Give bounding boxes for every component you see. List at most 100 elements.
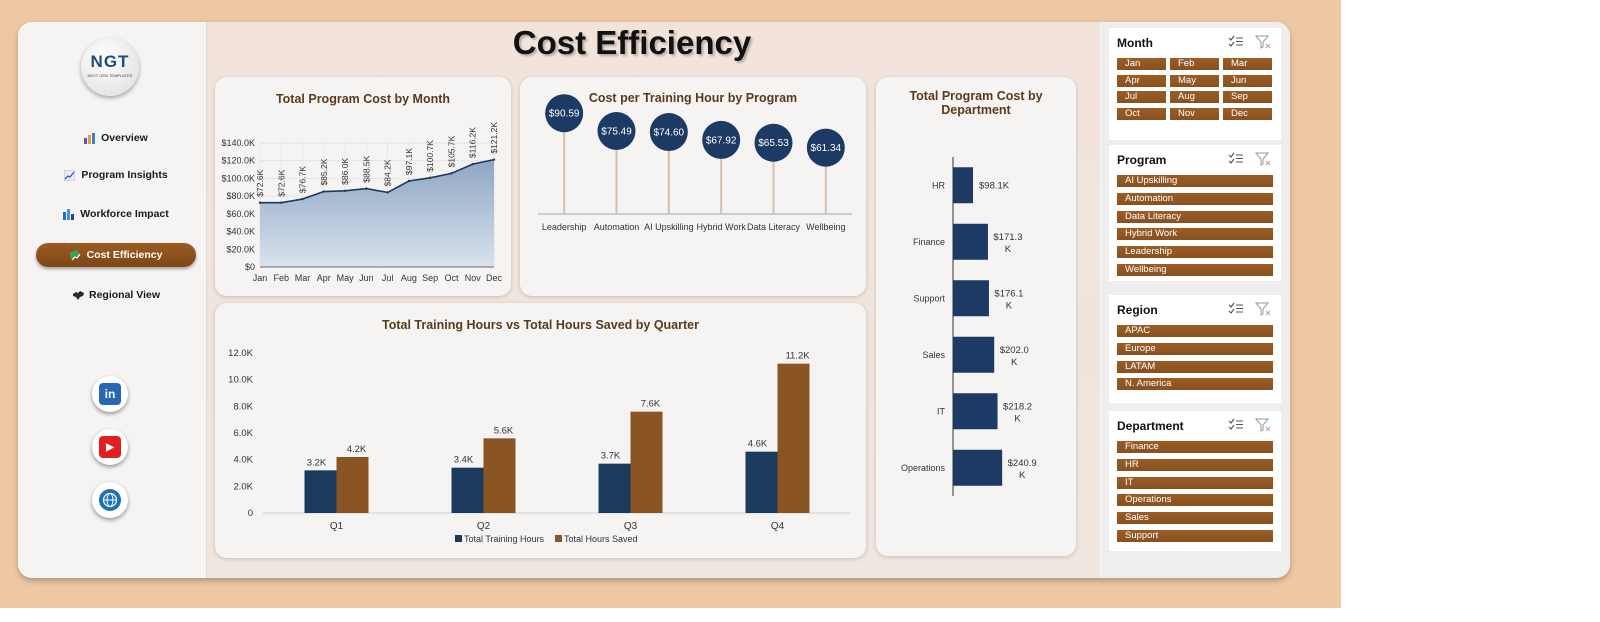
data-label: $74.60 xyxy=(654,128,685,139)
nav-workforce-impact[interactable]: Workforce Impact xyxy=(36,202,196,226)
x-tick-label: Q1 xyxy=(330,521,344,532)
area-point xyxy=(407,179,411,183)
world-map-icon xyxy=(72,290,84,301)
data-label: 7.6K xyxy=(641,399,661,410)
slicer-item[interactable]: Nov xyxy=(1170,107,1219,120)
slicer-item[interactable]: Automation xyxy=(1117,192,1273,205)
multi-select-icon[interactable] xyxy=(1228,302,1243,319)
y-tick-label: 6.0K xyxy=(233,428,253,439)
website-button[interactable] xyxy=(92,482,128,518)
data-label: $218.2 xyxy=(1003,401,1032,412)
slicer-item[interactable]: Mar xyxy=(1223,58,1272,70)
slicer-department: Department Finance HR IT Operations Sales Supp… xyxy=(1109,411,1281,551)
slicer-item[interactable]: Jul xyxy=(1117,91,1166,103)
y-tick-label: $40.0K xyxy=(226,227,255,237)
dashboard-frame: NGT NEXT GEN TEMPLATES Overview Program … xyxy=(18,22,1290,578)
slicer-item[interactable]: APAC xyxy=(1117,325,1273,337)
slicer-item[interactable]: LATAM xyxy=(1117,360,1273,373)
slicer-item[interactable]: Apr xyxy=(1117,74,1166,87)
bar xyxy=(777,363,810,513)
slicer-item[interactable]: May xyxy=(1170,74,1219,87)
lollipop-head xyxy=(649,113,688,152)
slicer-item[interactable]: Wellbeing xyxy=(1117,264,1273,276)
slicer-item[interactable]: Jun xyxy=(1223,74,1272,87)
area-point xyxy=(365,187,368,190)
slicer-tools xyxy=(1228,418,1271,435)
x-tick-label: AI Upskilling xyxy=(644,222,694,232)
data-label: K xyxy=(1005,244,1012,255)
bar xyxy=(304,470,337,513)
x-tick-label: Sep xyxy=(422,273,438,283)
slicer-item[interactable]: Hybrid Work xyxy=(1117,228,1273,241)
slicer-title: Department xyxy=(1117,419,1184,433)
data-label: $84.2K xyxy=(383,159,393,186)
legend-swatch xyxy=(555,535,562,542)
x-tick-label: Q4 xyxy=(771,521,785,532)
money-chart-icon xyxy=(68,249,81,261)
area-point xyxy=(258,201,262,204)
x-tick-label: Oct xyxy=(444,273,459,283)
slicer-month: Month Jan Feb Mar Apr May Jun Jul Aug Sep Oct Nov De… xyxy=(1109,28,1281,140)
chart-title: Total Program Cost by Month xyxy=(275,92,451,106)
data-label: $105.7K xyxy=(446,135,456,167)
slicer-item[interactable]: Aug xyxy=(1170,91,1219,103)
slicer-item[interactable]: Jan xyxy=(1117,58,1166,70)
slicer-title: Month xyxy=(1117,36,1153,50)
multi-select-icon[interactable] xyxy=(1228,35,1243,52)
slicer-program: Program AI Upskilling Automation Data Liter… xyxy=(1109,145,1281,281)
slicer-item[interactable]: N. America xyxy=(1117,378,1273,391)
chart-title: Total Training Hours vs Total Hours Save… xyxy=(382,318,699,332)
x-tick-label: Aug xyxy=(401,273,417,283)
data-label: $121.2K xyxy=(489,122,499,154)
y-tick-label: Support xyxy=(913,293,945,303)
slicer-item[interactable]: Data Literacy xyxy=(1117,210,1273,223)
slicer-item[interactable]: Sales xyxy=(1117,512,1273,525)
x-tick-label: Q2 xyxy=(477,521,491,532)
data-label: $85.2K xyxy=(319,158,329,185)
multi-select-icon[interactable] xyxy=(1228,418,1243,435)
x-tick-label: Hybrid Work xyxy=(696,222,746,232)
nav-regional-view[interactable]: Regional View xyxy=(36,283,196,307)
area-point xyxy=(280,201,283,204)
bar xyxy=(953,449,1003,486)
data-label: K xyxy=(1019,470,1026,481)
clear-filter-icon[interactable] xyxy=(1254,418,1271,435)
slicer-item[interactable]: Oct xyxy=(1117,107,1166,120)
nav-cost-efficiency[interactable]: Cost Efficiency xyxy=(36,243,196,267)
slicer-item[interactable]: Leadership xyxy=(1117,246,1273,259)
legend-label: Total Training Hours xyxy=(464,534,545,544)
x-tick-label: Q3 xyxy=(624,521,638,532)
nav-program-insights[interactable]: Program Insights xyxy=(36,163,196,187)
bar xyxy=(953,223,988,260)
slicer-item[interactable]: Support xyxy=(1117,530,1273,542)
bar xyxy=(953,336,995,373)
multi-select-icon[interactable] xyxy=(1228,152,1243,169)
slicer-item[interactable]: Dec xyxy=(1223,107,1272,120)
x-tick-label: Jun xyxy=(359,273,374,283)
slicer-item[interactable]: Sep xyxy=(1223,91,1272,103)
clear-filter-icon[interactable] xyxy=(1254,35,1271,52)
clear-filter-icon[interactable] xyxy=(1254,302,1271,319)
slicer-item[interactable]: Feb xyxy=(1170,58,1219,70)
logo: NGT NEXT GEN TEMPLATES xyxy=(81,38,139,96)
slicer-item[interactable]: Finance xyxy=(1117,441,1273,453)
linkedin-button[interactable]: in xyxy=(92,376,128,412)
bar xyxy=(336,457,369,513)
data-label: K xyxy=(1006,300,1013,311)
slicer-item[interactable]: Europe xyxy=(1117,342,1273,355)
slicer-item[interactable]: Operations xyxy=(1117,494,1273,507)
youtube-button[interactable]: ▶ xyxy=(92,429,128,465)
y-tick-label: $20.0K xyxy=(226,244,255,254)
slicer-tools xyxy=(1228,302,1271,319)
bar xyxy=(630,411,663,513)
slicer-item[interactable]: IT xyxy=(1117,476,1273,489)
slicer-region: Region APAC Europe LATAM N. America xyxy=(1109,295,1281,403)
area-point xyxy=(471,162,474,166)
x-tick-label: Jan xyxy=(253,273,268,283)
slicer-item[interactable]: AI Upskilling xyxy=(1117,175,1273,187)
bar xyxy=(953,280,989,317)
clear-filter-icon[interactable] xyxy=(1254,152,1271,169)
slicer-item[interactable]: HR xyxy=(1117,458,1273,471)
nav-overview[interactable]: Overview xyxy=(36,126,196,150)
